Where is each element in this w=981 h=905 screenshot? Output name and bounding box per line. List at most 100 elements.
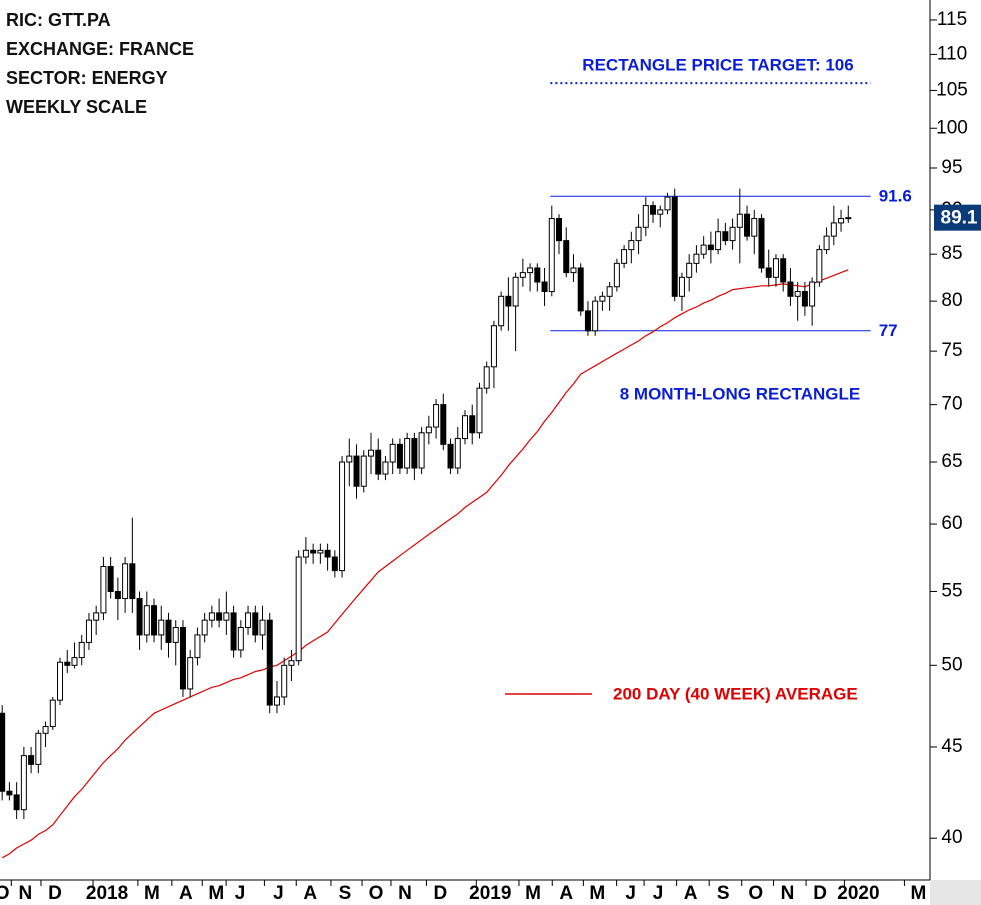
y-tick-label: 65 (941, 451, 962, 472)
candle-body (237, 627, 244, 651)
x-tick-label: M (525, 883, 541, 904)
candle-body (794, 291, 801, 297)
candle-body (664, 196, 671, 211)
x-tick-label: M (144, 883, 160, 904)
candle-body (541, 281, 548, 293)
candle-body (650, 205, 657, 215)
candle-body (216, 612, 223, 621)
candle-body (57, 661, 64, 701)
candle-body (751, 218, 758, 237)
candle-body (801, 291, 808, 307)
x-tick-label: M (589, 883, 605, 904)
x-tick-label: 2019 (469, 883, 511, 904)
x-tick-label: D (434, 883, 448, 904)
candle-body (302, 549, 309, 558)
x-tick-label: J (653, 883, 664, 904)
candle-body (85, 619, 92, 643)
candle-body (642, 205, 649, 228)
x-tick-label: N (18, 883, 32, 904)
x-tick-label: S (717, 883, 730, 904)
candle-body (462, 415, 468, 440)
candle-body (317, 549, 324, 554)
candle-body (194, 634, 201, 659)
candle-body (635, 226, 642, 242)
y-tick-label: 80 (941, 290, 962, 311)
candle-body (165, 619, 172, 643)
candle-body (136, 598, 143, 636)
candle-body (122, 563, 129, 600)
candle-body (599, 295, 606, 302)
candle-body (577, 267, 584, 312)
candle-body (440, 404, 447, 445)
x-tick-label: A (179, 883, 193, 904)
y-tick-label: 110 (937, 43, 967, 64)
candle-body (223, 612, 230, 621)
candle-body (447, 443, 454, 469)
candle-body (657, 209, 664, 215)
x-tick-label: J (235, 883, 246, 904)
candle-body (252, 612, 259, 636)
candle-body (187, 657, 194, 690)
header-line: EXCHANGE: FRANCE (6, 39, 194, 59)
x-tick-label: M (208, 883, 224, 904)
candle-body (556, 218, 563, 242)
candle-body (809, 281, 816, 307)
candle-body (367, 449, 374, 457)
y-tick-label: 85 (941, 243, 962, 264)
candle-body (476, 387, 483, 434)
candle-body (179, 627, 186, 690)
x-tick-label: J (625, 883, 636, 904)
legend-label: 200 DAY (40 WEEK) AVERAGE (613, 684, 858, 703)
candle-body (469, 415, 476, 434)
candle-body (534, 267, 541, 283)
y-tick-label: 115 (937, 9, 967, 30)
candle-body (259, 619, 266, 636)
y-tick-label: 50 (941, 654, 962, 675)
candle-body (411, 438, 418, 469)
candle-body (310, 549, 317, 554)
x-tick-label: D (813, 883, 827, 904)
x-tick-label: O (748, 883, 763, 904)
candle-body (722, 231, 729, 242)
candle-body (360, 455, 367, 487)
x-tick-label: D (48, 883, 62, 904)
candle-body (42, 726, 49, 734)
candle-body (100, 566, 107, 614)
candle-body (13, 794, 20, 811)
candle-body (404, 438, 411, 469)
y-tick-label: 55 (941, 580, 962, 601)
candle-body (772, 258, 779, 278)
candle-body (707, 244, 714, 251)
candle-body (273, 696, 280, 706)
header-line: WEEKLY SCALE (6, 97, 147, 117)
candle-body (107, 566, 114, 592)
candle-body (78, 641, 85, 659)
candle-body (433, 404, 440, 428)
candle-body (295, 556, 302, 662)
y-tick-label: 40 (941, 827, 962, 848)
candle-body (172, 627, 179, 643)
candle-body (20, 755, 27, 811)
candle-body (758, 218, 765, 269)
header-line: SECTOR: ENERGY (6, 68, 168, 88)
candle-body (498, 295, 505, 327)
x-tick-label: J (273, 883, 284, 904)
candle-body (324, 549, 331, 558)
candle-body (490, 325, 497, 368)
candle-body (230, 612, 237, 651)
y-tick-label: 70 (941, 394, 962, 415)
candle-body (729, 226, 736, 242)
candle-body (346, 455, 353, 463)
candle-body (281, 664, 288, 698)
candle-body (266, 619, 273, 706)
y-tick-label: 60 (941, 513, 962, 534)
moving-average (1, 269, 849, 859)
candle-body (208, 612, 215, 621)
candle-body (353, 455, 360, 487)
candle-body (628, 240, 635, 251)
candle-body (621, 249, 628, 264)
candle-body (584, 310, 591, 332)
last-price-box (934, 204, 981, 231)
candle-body (823, 235, 830, 251)
